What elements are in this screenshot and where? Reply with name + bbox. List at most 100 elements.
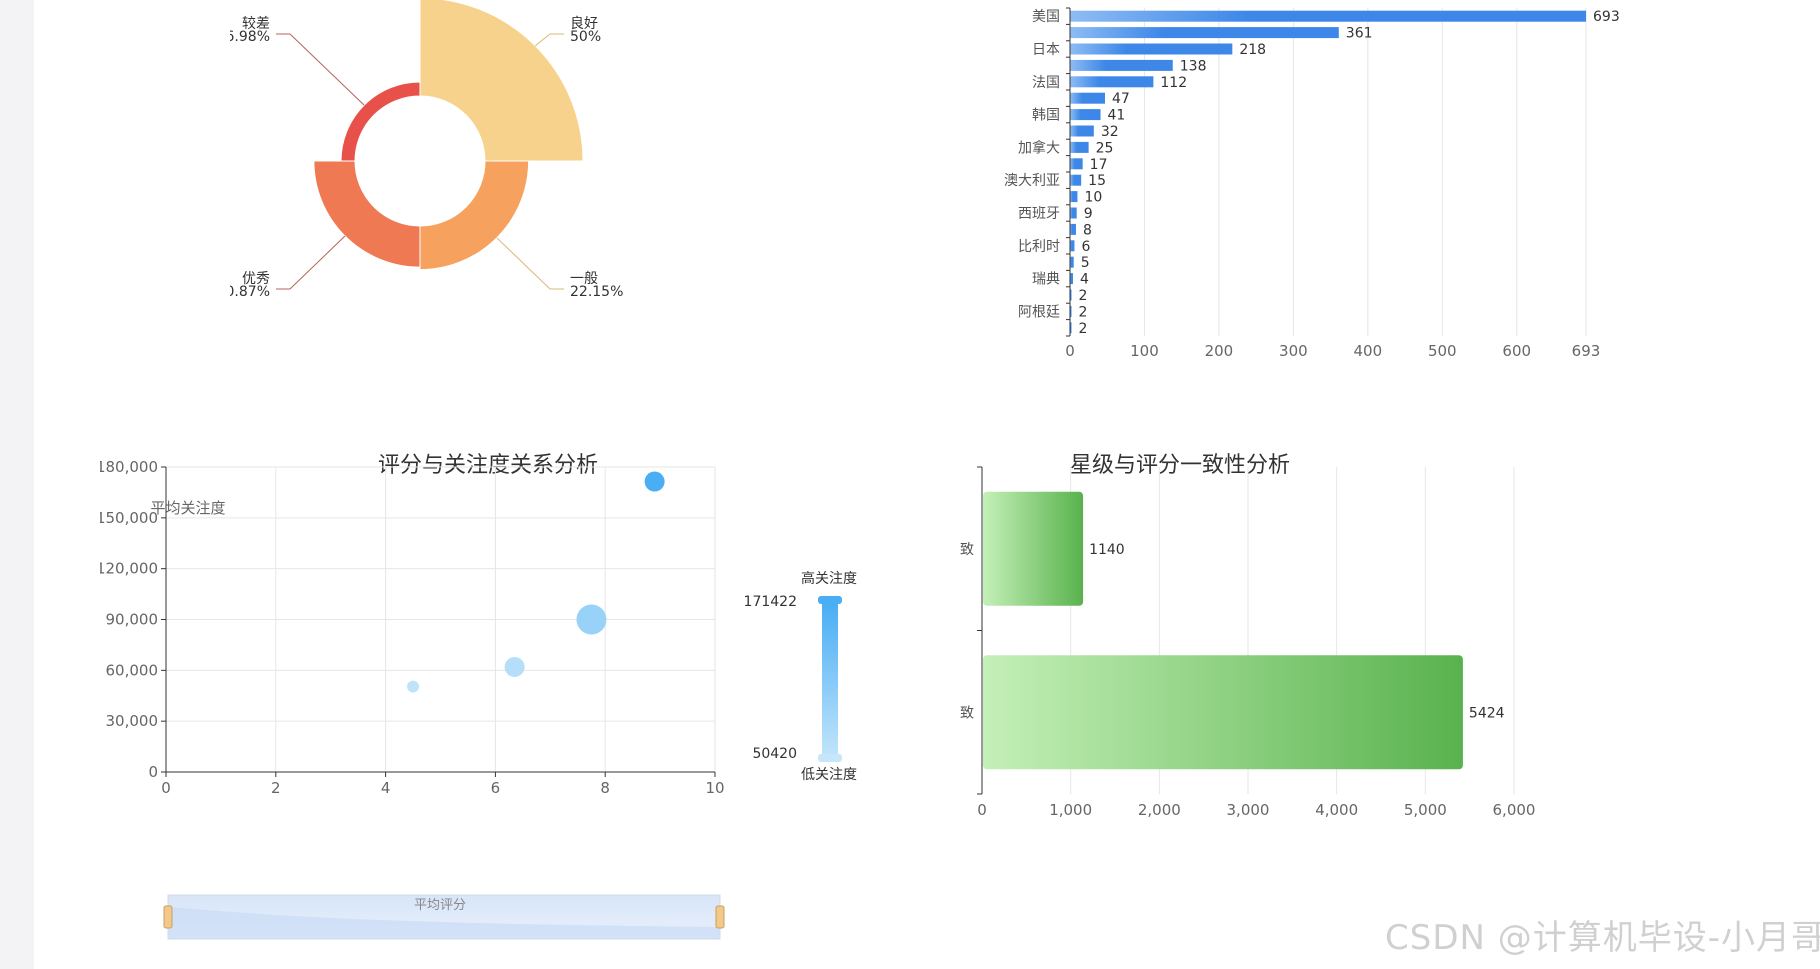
country-bar-value-5: 112 [1160, 75, 1187, 91]
consistency-x-tick-3: 2,000 [1138, 801, 1181, 819]
visual-map-bar[interactable] [822, 604, 838, 754]
country-bar-20 [1070, 322, 1072, 334]
visual-map-top-label: 高关注度 [801, 570, 857, 587]
consistency-bar-1 [983, 491, 1084, 606]
consistency-x-tick-6: 5,000 [1404, 801, 1447, 819]
consistency-bar-value-2: 5424 [1469, 705, 1505, 721]
country-bar-value-4: 138 [1180, 58, 1207, 74]
pie-label-pct-2: 22.15% [570, 284, 623, 300]
country-bar-value-14: 8 [1083, 222, 1092, 238]
country-bar-category-7: 韩国 [1032, 108, 1060, 124]
country-bar-value-13: 9 [1084, 206, 1093, 222]
country-bar-x-tick-5: 400 [1354, 342, 1383, 360]
country-bar-category-19: 阿根廷 [1018, 304, 1060, 320]
country-bar-value-7: 41 [1108, 108, 1126, 124]
consistency-bar-chart: 星级与评分一致性分析 1140 5424 0 1,000 2,000 3,000 4,00… [960, 453, 1535, 819]
country-bar-12 [1070, 191, 1078, 203]
watermark: CSDN @计算机毕设-小月哥 [1385, 918, 1820, 958]
scatter-y-tick-4: 90,000 [106, 611, 159, 629]
consistency-bar-value-1: 1140 [1089, 542, 1125, 558]
visual-map-max-value: 171422 [744, 594, 797, 610]
country-bar-x-tick-7: 600 [1502, 342, 1531, 360]
country-bar-11 [1070, 174, 1082, 186]
country-bar-category-1: 美国 [1032, 9, 1060, 25]
pie-label-name-1: 良好 [570, 16, 598, 32]
country-bar-value-16: 5 [1081, 255, 1090, 271]
country-bar-15 [1070, 240, 1075, 252]
visual-map-bottom-handle[interactable] [818, 754, 842, 762]
scatter-points [407, 471, 665, 693]
country-bar-category-13: 西班牙 [1018, 206, 1060, 222]
consistency-axes: 0 1,000 2,000 3,000 4,000 5,000 6,000 完全一致高度一致 [960, 466, 1535, 819]
visual-map[interactable]: 高关注度 171422 50420 低关注度 [744, 570, 857, 783]
country-bar-category-3: 日本 [1032, 42, 1060, 58]
country-bar-category-9: 加拿大 [1018, 139, 1060, 156]
scatter-point-1 [407, 680, 420, 693]
data-zoom-slider[interactable]: 平均评分 [163, 894, 725, 940]
country-bar-x-tick-2: 100 [1130, 342, 1159, 360]
country-bar-value-10: 17 [1090, 157, 1108, 173]
visual-map-min-value: 50420 [752, 746, 797, 762]
scatter-x-tick-4: 6 [491, 779, 501, 797]
scatter-point-4 [644, 471, 665, 492]
consistency-title: 星级与评分一致性分析 [1070, 453, 1290, 478]
country-bar-7 [1070, 109, 1101, 121]
pie-label-name-3: 优秀 [242, 271, 270, 287]
country-bar-value-15: 6 [1081, 239, 1090, 255]
country-bar-x-tick-8: 693 [1572, 342, 1601, 360]
country-bar-5 [1070, 76, 1154, 88]
scatter-gridlines [166, 466, 716, 772]
country-bar-category-5: 法国 [1032, 75, 1060, 91]
pie-slice-2 [419, 160, 530, 271]
pie-label-name-4: 较差 [242, 16, 270, 32]
scatter-point-3 [576, 604, 607, 635]
visual-map-top-handle[interactable] [818, 596, 842, 604]
pie-label-pct-1: 50% [570, 29, 601, 45]
country-bar-10 [1070, 158, 1083, 170]
country-bar-category-11: 澳大利亚 [1004, 173, 1060, 189]
pie-slices [313, 0, 584, 271]
country-bar-x-tick-6: 500 [1428, 342, 1457, 360]
pie-slice-4 [340, 81, 421, 162]
country-bar-19 [1070, 305, 1072, 317]
country-bar-x-tick-4: 300 [1279, 342, 1308, 360]
pie-label-line-2 [496, 237, 564, 290]
data-zoom-left-handle[interactable] [163, 905, 173, 929]
consistency-bars: 1140 5424 [983, 491, 1505, 770]
pie-label-line-3 [276, 235, 346, 290]
scatter-x-tick-3: 4 [381, 779, 391, 797]
country-bar-6 [1070, 92, 1105, 104]
scatter-chart: 评分与关注度关系分析 平均关注度 0 2 4 6 8 10 0 30,000 60,000 90,… [100, 453, 857, 940]
country-bar-value-12: 10 [1084, 190, 1102, 206]
scatter-y-tick-7: 180,000 [100, 458, 158, 476]
scatter-y-tick-3: 60,000 [106, 661, 159, 679]
country-bar-value-9: 25 [1096, 140, 1114, 156]
consistency-bar-2 [983, 655, 1463, 770]
scatter-y-tick-5: 120,000 [100, 560, 158, 578]
country-bar-x-tick-1: 0 [1065, 342, 1075, 360]
pie-label-name-2: 一般 [570, 271, 598, 287]
country-bar-value-18: 2 [1078, 288, 1087, 304]
consistency-category-2: 高度一致 [960, 704, 974, 721]
country-bar-14 [1070, 223, 1076, 235]
country-bar-value-20: 2 [1078, 321, 1087, 337]
country-bar-4 [1070, 59, 1173, 71]
data-zoom-right-handle[interactable] [715, 905, 725, 929]
country-bar-value-3: 218 [1239, 42, 1266, 58]
scatter-y-tick-1: 0 [148, 763, 158, 781]
pie-label-line-1 [534, 33, 564, 47]
consistency-x-tick-2: 1,000 [1049, 801, 1092, 819]
data-zoom-shadow [168, 907, 720, 939]
country-bar-3 [1070, 43, 1233, 55]
scatter-point-2 [504, 656, 525, 677]
country-bar-value-17: 4 [1080, 272, 1089, 288]
scatter-x-axis-label: 平均评分 [414, 898, 466, 913]
scatter-axes: 0 2 4 6 8 10 0 30,000 60,000 90,000 120,000 150,000… [100, 458, 725, 797]
pie-label-pct-4: 6.98% [230, 29, 270, 45]
country-bar-category-15: 比利时 [1018, 239, 1060, 255]
pie-label-line-4 [276, 33, 365, 106]
country-bar-2 [1070, 27, 1339, 39]
